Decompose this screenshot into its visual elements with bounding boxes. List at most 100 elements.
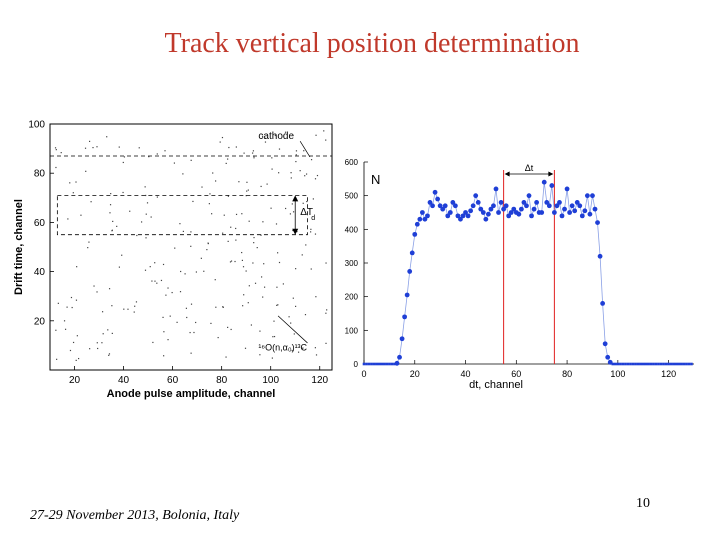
data-point — [614, 362, 617, 366]
heatmap-chart: ΔTd cathode ¹⁶O(n,α₀)¹³C 20 40 60 80 100 120 20 40… — [0, 110, 340, 410]
data-point — [488, 206, 494, 212]
noise-dot — [260, 185, 262, 188]
noise-dot — [315, 354, 318, 356]
scatter-chart: 0 100 200 300 400 500 600 0 20 40 60 80 100 120 dt, ch… — [345, 158, 694, 391]
noise-dot — [189, 331, 191, 334]
data-point — [390, 362, 394, 366]
data-point — [659, 362, 663, 366]
noise-dot — [108, 354, 110, 356]
noise-dot — [227, 158, 229, 160]
noise-dot — [230, 328, 232, 331]
noise-dot — [190, 245, 192, 247]
noise-dot — [123, 156, 126, 158]
noise-dot — [284, 207, 287, 210]
noise-dot — [273, 335, 276, 338]
noise-dot — [290, 177, 292, 179]
noise-dot — [93, 285, 95, 287]
data-point — [388, 362, 391, 366]
noise-dot — [278, 261, 281, 264]
noise-dot — [323, 130, 325, 132]
noise-dot — [84, 147, 87, 149]
x-tick-label: 0 — [361, 369, 366, 379]
data-point — [427, 200, 433, 205]
y-tick-label: 200 — [345, 293, 359, 302]
data-point — [404, 292, 410, 298]
data-point — [664, 362, 668, 366]
noise-dot — [140, 221, 143, 223]
noise-dot — [312, 198, 314, 200]
data-point — [539, 210, 545, 215]
data-point — [425, 213, 430, 219]
noise-dot — [278, 172, 280, 174]
noise-dot — [55, 329, 57, 331]
data-point — [624, 362, 627, 366]
data-point — [377, 362, 381, 366]
data-point — [607, 359, 613, 365]
noise-dot — [225, 162, 227, 165]
noise-dot — [241, 259, 244, 261]
y-tick-label: 500 — [345, 192, 359, 201]
data-point — [524, 203, 529, 209]
data-point — [399, 336, 405, 342]
data-point — [631, 362, 635, 366]
noise-dot — [118, 146, 120, 148]
noise-dot — [295, 154, 297, 156]
noise-dot — [291, 349, 293, 352]
noise-dot — [76, 335, 78, 337]
noise-dot — [162, 316, 164, 318]
delta-label: Δt — [525, 163, 534, 173]
data-point — [375, 362, 378, 366]
x-axis-label: Anode pulse amplitude, channel — [107, 388, 276, 400]
noise-dot — [264, 137, 266, 139]
data-point — [362, 362, 366, 366]
data-point — [644, 362, 648, 366]
noise-dot — [200, 257, 202, 259]
data-point — [551, 210, 557, 215]
noise-dot — [179, 223, 181, 225]
delta-t-arrowhead-top — [292, 195, 299, 202]
noise-dot — [109, 212, 111, 214]
data-point — [463, 210, 468, 215]
noise-dot — [250, 324, 253, 326]
data-point — [483, 216, 489, 222]
noise-dot — [290, 172, 292, 174]
noise-dot — [314, 178, 317, 180]
noise-dot — [277, 252, 279, 254]
noise-dot — [301, 347, 303, 350]
noise-dot — [266, 183, 268, 185]
data-point — [531, 206, 537, 212]
noise-dot — [96, 342, 98, 344]
noise-dot — [146, 202, 149, 204]
noise-dot — [223, 214, 225, 216]
noise-dot — [310, 159, 313, 161]
delta-t-label: ΔT — [300, 207, 313, 218]
data-point — [393, 362, 396, 366]
data-point — [657, 362, 660, 366]
data-point — [636, 362, 640, 366]
noise-dot — [156, 153, 158, 155]
noise-dot — [210, 322, 212, 325]
y-tick-label: 60 — [34, 218, 46, 229]
noise-dot — [272, 336, 274, 338]
data-point — [687, 362, 691, 366]
data-point — [626, 362, 630, 366]
noise-dot — [116, 225, 118, 227]
noise-dot — [271, 357, 273, 359]
data-point — [430, 203, 435, 209]
noise-dot — [315, 134, 317, 136]
delta-arrowhead-right — [548, 171, 554, 177]
noise-dot — [264, 141, 267, 143]
noise-dot — [302, 347, 304, 349]
noise-dot — [190, 303, 193, 305]
data-point — [511, 206, 517, 212]
noise-dot — [310, 228, 312, 230]
noise-dot — [254, 282, 257, 284]
noise-dot — [292, 297, 294, 299]
noise-dot — [69, 349, 72, 352]
data-point — [367, 362, 371, 366]
noise-dot — [134, 305, 136, 307]
noise-dot — [129, 210, 131, 212]
noise-dot — [212, 172, 214, 174]
data-point — [529, 213, 534, 219]
data-point — [372, 362, 376, 366]
